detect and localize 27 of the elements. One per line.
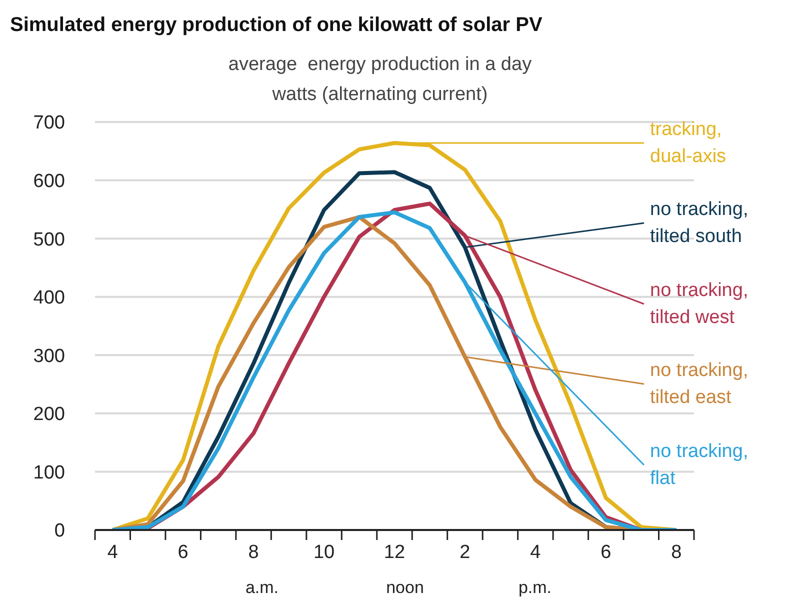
annotation: no tracking, tilted west — [650, 280, 748, 328]
y-tick-label: 0 — [54, 520, 65, 542]
y-tick-label: 400 — [33, 288, 65, 309]
text: noon — [386, 578, 424, 597]
x-tick-label: 8 — [671, 542, 682, 563]
y-tick-label: 300 — [33, 346, 65, 367]
x-tick-label: 4 — [530, 542, 542, 563]
annotation: no tracking, flat — [650, 441, 748, 489]
x-tick-label: 12 — [384, 542, 406, 563]
annotation: no tracking, tilted east — [650, 360, 748, 408]
annotation: no tracking, tilted south — [650, 199, 748, 247]
chart-title: Simulated energy production of one kilowatt of solar PV — [10, 14, 542, 37]
y-tick-label: 100 — [33, 462, 65, 484]
text: p.m. — [518, 578, 552, 597]
y-tick-label: 200 — [33, 404, 65, 426]
x-tick-label: 2 — [460, 542, 470, 563]
x-tick-label: 6 — [600, 542, 612, 563]
x-tick-label: 4 — [107, 542, 118, 563]
y-tick-label: 700 — [33, 112, 65, 134]
x-tick-label: 6 — [178, 542, 188, 563]
x-tick-label: 10 — [313, 542, 335, 563]
annotation: tracking, dual-axis — [650, 119, 726, 167]
chart-subtitle: average energy production in a day watts (alternating current) — [227, 54, 533, 106]
x-tick-label: 8 — [248, 542, 259, 563]
y-tick-label: 600 — [33, 171, 65, 192]
text: a.m. — [245, 578, 279, 597]
y-tick-label: 500 — [33, 229, 65, 250]
